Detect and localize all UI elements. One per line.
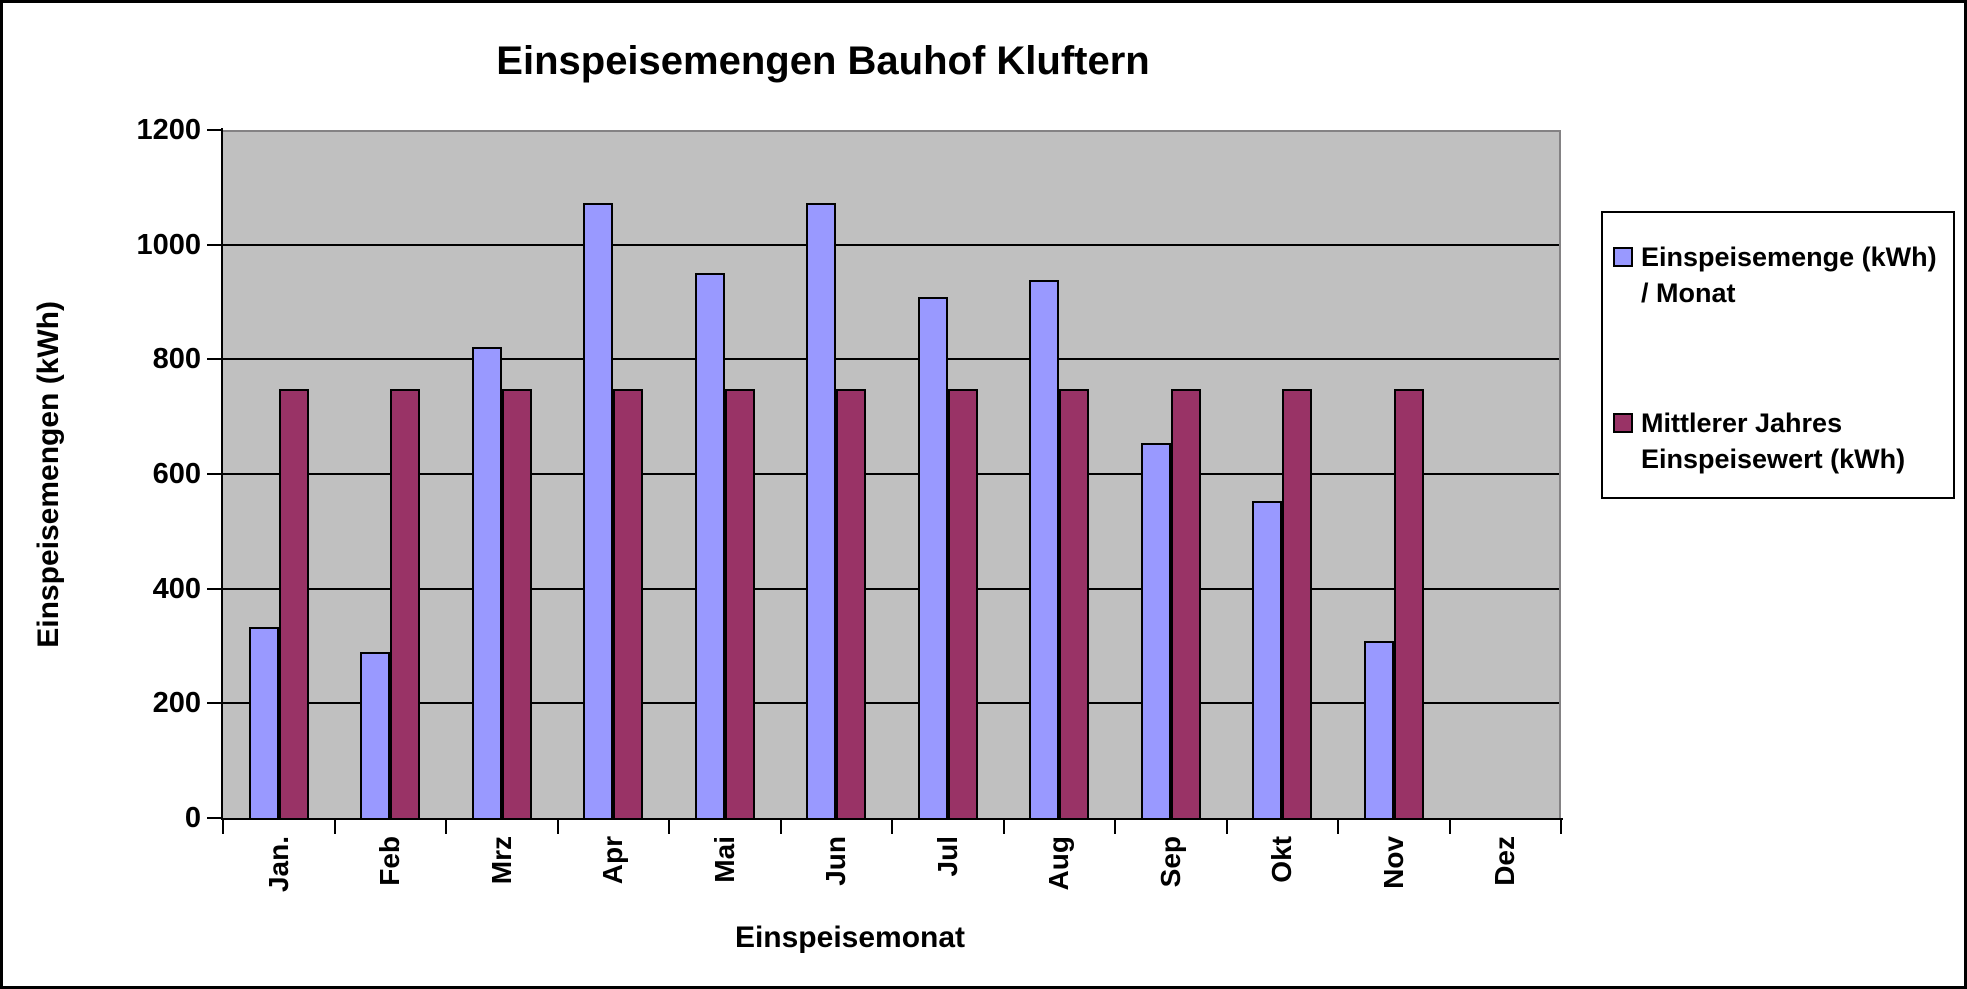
x-tick-10 [1337,820,1339,834]
x-tick-1 [333,820,336,834]
x-category-label-Nov: Nov [1377,836,1409,889]
bar-series2-Mrz [501,389,532,818]
x-tick-4 [668,820,670,834]
y-axis-line [221,128,223,820]
x-category-label-Mai: Mai [708,836,740,883]
legend-label-2: Mittlerer Jahres Einspeisewert (kWh) [1641,408,1906,474]
y-tick-label-0: 0 [184,802,201,834]
legend-swatch-1 [1613,247,1633,267]
bar-series2-Apr [613,389,644,818]
x-tick-2 [445,820,447,834]
bar-series2-Sep [1170,389,1201,818]
y-tick-800 [207,358,221,361]
legend-item-1: Einspeisemenge (kWh) / Monat [1613,239,1949,311]
x-category-label-Jan: Jan. [262,836,294,893]
x-tick-3 [556,820,559,834]
bar-series1-Apr [583,202,614,818]
x-tick-0 [222,820,224,834]
x-category-label-Feb: Feb [374,836,406,886]
x-axis-title: Einspeisemonat [734,921,966,954]
x-category-label-Jun: Jun [820,836,852,886]
x-tick-12 [1560,820,1562,834]
gridline-800 [223,358,1559,361]
y-tick-200 [207,702,221,705]
chart-title: Einspeisemengen Bauhof Kluftern [496,39,1150,83]
y-tick-1200 [207,129,221,131]
x-tick-11 [1448,820,1451,834]
legend-swatch-2 [1613,413,1633,433]
bar-series1-Jun [806,202,837,818]
gridline-1000 [223,243,1559,246]
legend-label-1: Einspeisemenge (kWh) / Monat [1641,242,1937,308]
bar-series1-Sep [1140,443,1171,818]
gridline-600 [223,473,1559,475]
bar-series2-Mai [724,389,755,818]
bar-series2-Jul [947,389,978,818]
y-tick-label-400: 400 [152,572,201,605]
legend: Einspeisemenge (kWh) / Monat Mittlerer Ja… [1601,211,1955,499]
x-tick-9 [1225,820,1228,834]
bar-series2-Feb [390,389,421,818]
bar-series1-Nov [1363,640,1394,818]
y-tick-label-1200: 1200 [136,114,201,146]
y-tick-label-200: 200 [152,687,201,720]
x-axis-line [221,818,1563,820]
x-tick-6 [891,820,893,834]
x-category-label-Aug: Aug [1043,836,1075,891]
x-category-label-Mrz: Mrz [485,836,517,885]
bar-series2-Nov [1393,389,1424,818]
bar-series1-Jan [248,627,279,818]
y-tick-1000 [207,243,221,246]
x-category-label-Okt: Okt [1266,836,1298,883]
x-category-label-Dez: Dez [1489,836,1521,886]
bar-series2-Jan [278,389,309,818]
legend-item-2: Mittlerer Jahres Einspeisewert (kWh) [1613,405,1949,477]
y-tick-label-600: 600 [152,458,201,490]
bar-series1-Aug [1029,279,1060,818]
bar-series1-Mrz [471,346,502,818]
x-category-label-Sep: Sep [1154,836,1186,888]
bar-series2-Aug [1059,389,1090,818]
bar-series1-Mai [694,273,725,818]
bar-series2-Jun [836,389,867,818]
x-tick-7 [1002,820,1005,834]
bar-series1-Jul [917,297,948,818]
x-tick-8 [1114,820,1116,834]
y-tick-label-800: 800 [152,343,201,376]
x-category-label-Apr: Apr [597,836,629,885]
bar-series1-Feb [360,652,391,818]
gridline-400 [223,587,1559,590]
y-tick-label-1000: 1000 [136,228,201,261]
x-category-label-Jul: Jul [931,836,963,877]
y-tick-0 [207,817,221,819]
bar-series2-Okt [1282,389,1313,818]
y-tick-600 [207,473,221,475]
x-tick-5 [779,820,782,834]
gridline-200 [223,702,1559,705]
y-tick-400 [207,587,221,590]
bar-series1-Okt [1252,500,1283,818]
